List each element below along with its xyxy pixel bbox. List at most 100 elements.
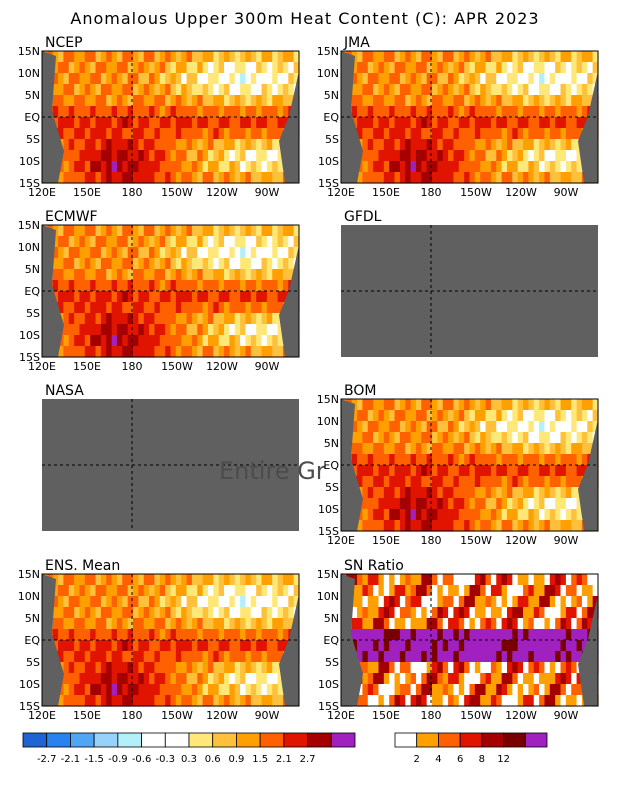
heatmap-cell — [528, 139, 535, 151]
heatmap-cell — [127, 346, 134, 358]
heatmap-cell — [116, 128, 123, 140]
heatmap-cell — [544, 51, 551, 63]
heatmap-cell — [437, 51, 444, 63]
panel-note: Entire Gr — [219, 457, 326, 485]
heatmap-cell — [373, 695, 380, 707]
heatmap-cell — [266, 662, 273, 674]
heatmap-cell — [218, 117, 225, 129]
heatmap-cell — [181, 673, 188, 685]
heatmap-cell — [100, 51, 107, 63]
heatmap-cell — [288, 607, 295, 619]
heatmap-cell — [197, 106, 204, 118]
heatmap-cell — [367, 673, 374, 685]
heatmap-cell — [555, 73, 562, 85]
heatmap-cell — [207, 73, 214, 85]
heatmap-cell — [501, 84, 508, 96]
heatmap-cell — [458, 684, 465, 696]
heatmap-cell — [100, 73, 107, 85]
heatmap-cell — [549, 410, 556, 422]
heatmap-cell — [111, 574, 118, 586]
heatmap-cell — [555, 139, 562, 151]
heatmap-cell — [133, 236, 139, 248]
heatmap-cell — [565, 51, 572, 63]
heatmap-cell — [378, 585, 385, 597]
heatmap-cell — [501, 585, 508, 597]
heatmap-cell — [175, 313, 182, 325]
heatmap-cell — [90, 607, 97, 619]
heatmap-cell — [357, 95, 364, 107]
heatmap-cell — [266, 574, 273, 586]
heatmap-cell — [490, 432, 497, 444]
heatmap-cell — [240, 280, 247, 292]
heatmap-cell — [458, 607, 465, 619]
heatmap-cell — [256, 574, 263, 586]
heatmap-cell — [496, 618, 503, 630]
x-tick-label: 150E — [73, 709, 101, 722]
heatmap-cell — [432, 574, 438, 586]
heatmap-cell — [378, 662, 385, 674]
heatmap-cell — [405, 673, 412, 685]
heatmap-cell — [240, 640, 247, 652]
heatmap-cell — [469, 443, 476, 455]
heatmap-cell — [240, 313, 247, 325]
heatmap-cell — [496, 585, 503, 597]
colorbar-label: 12 — [497, 754, 510, 765]
heatmap-cell — [581, 585, 588, 597]
heatmap-cell — [426, 399, 433, 411]
heatmap-cell — [506, 128, 513, 140]
heatmap-cell — [549, 172, 556, 184]
heatmap-cell — [84, 640, 91, 652]
heatmap-cell — [357, 618, 364, 630]
heatmap-cell — [490, 117, 497, 129]
heatmap-cell — [165, 73, 172, 85]
heatmap-cell — [581, 73, 588, 85]
heatmap-cell — [186, 161, 193, 173]
heatmap-cell — [373, 520, 380, 532]
heatmap-cell — [138, 695, 145, 707]
heatmap-cell — [437, 651, 444, 663]
heatmap-cell — [426, 128, 433, 140]
heatmap-cell — [464, 432, 471, 444]
heatmap-cell — [240, 684, 247, 696]
heatmap-cell — [453, 509, 460, 521]
heatmap-cell — [133, 629, 139, 641]
colorbar-swatch — [22, 732, 48, 748]
heatmap-cell — [191, 302, 198, 314]
heatmap-cell — [95, 596, 102, 608]
x-tick-label: 150W — [460, 534, 492, 547]
heatmap-cell — [464, 662, 471, 674]
heatmap-cell — [207, 117, 214, 129]
heatmap-cell — [293, 62, 300, 74]
heatmap-cell — [175, 51, 182, 63]
heatmap-cell — [351, 454, 358, 466]
heatmap-cell — [378, 695, 385, 707]
heatmap-cell — [592, 596, 599, 608]
heatmap-cell — [351, 117, 358, 129]
heatmap-cell — [170, 106, 177, 118]
heatmap-cell — [122, 574, 129, 586]
heatmap-cell — [560, 150, 567, 162]
heatmap-cell — [149, 84, 156, 96]
heatmap-cell — [288, 62, 295, 74]
heatmap-cell — [186, 84, 193, 96]
heatmap-cell — [576, 498, 583, 510]
heatmap-cell — [181, 684, 188, 696]
heatmap-cell — [234, 247, 241, 259]
heatmap-cell — [95, 139, 102, 151]
heatmap-cell — [84, 291, 91, 303]
colorbar-swatch — [307, 732, 332, 748]
heatmap-cell — [357, 117, 364, 129]
heatmap-cell — [442, 51, 449, 63]
heatmap-cell — [95, 225, 102, 237]
heatmap-cell — [469, 596, 476, 608]
heatmap-cell — [533, 607, 540, 619]
heatmap-cell — [213, 236, 220, 248]
heatmap-cell — [533, 128, 540, 140]
x-tick-label: 120W — [505, 186, 537, 199]
heatmap-cell — [437, 172, 444, 184]
heatmap-cell — [555, 432, 562, 444]
heatmap-cell — [421, 454, 428, 466]
heatmap-cell — [95, 95, 102, 107]
heatmap-cell — [138, 673, 145, 685]
